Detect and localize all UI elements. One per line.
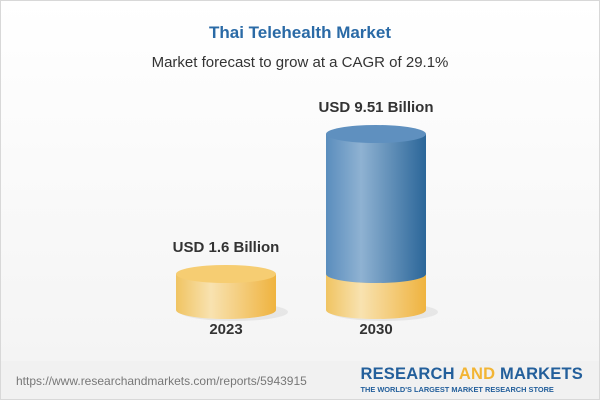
- logo-text: RESEARCH: [360, 365, 459, 383]
- bar-2030-growth-top: [326, 125, 426, 143]
- bar-2023-body: [176, 274, 276, 319]
- category-label: 2023: [209, 321, 242, 338]
- data-label: USD 1.6 Billion: [173, 239, 280, 256]
- footer: [1, 361, 599, 399]
- bar-2023-top: [176, 265, 276, 283]
- data-label: USD 9.51 Billion: [318, 99, 433, 116]
- logo-text-markets: MARKETS: [495, 365, 583, 383]
- chart-subtitle: Market forecast to grow at a CAGR of 29.…: [151, 54, 449, 71]
- research-and-markets-logo: RESEARCH AND MARKETS THE WORLD'S LARGEST…: [360, 365, 583, 394]
- category-label: 2030: [359, 321, 392, 338]
- bar-2030-base-body: [326, 274, 426, 319]
- bar-2030-growth-body: [326, 134, 426, 283]
- chart-title: Thai Telehealth Market: [208, 23, 391, 42]
- logo-text-and: AND: [458, 365, 496, 383]
- source-url[interactable]: https://www.researchandmarkets.com/repor…: [16, 374, 307, 388]
- logo-tagline: THE WORLD'S LARGEST MARKET RESEARCH STOR…: [360, 385, 554, 394]
